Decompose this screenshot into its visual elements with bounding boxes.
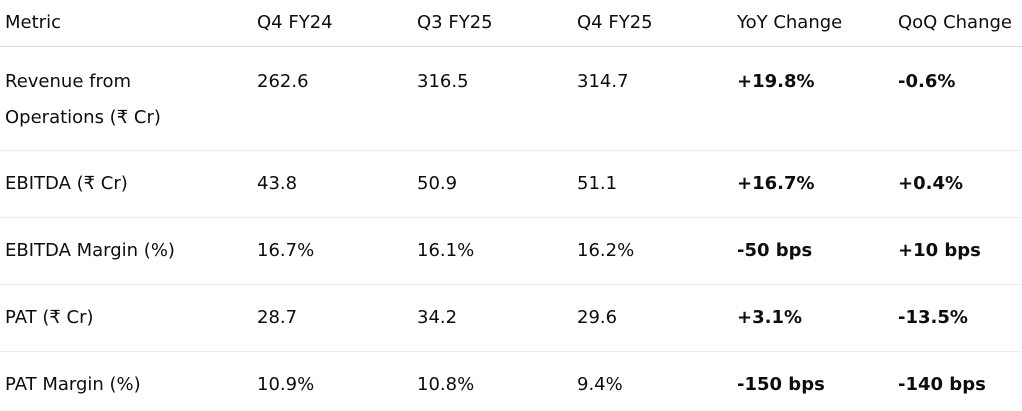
metric-cell: EBITDA (₹ Cr) — [0, 150, 252, 218]
yoy-change-cell: -150 bps — [737, 373, 825, 395]
value-cell: 10.9% — [257, 373, 315, 395]
metric-cell: EBITDA Margin (%) — [0, 217, 252, 285]
column-header-qoq-change: QoQ Change — [893, 0, 1022, 47]
value-cell: 16.7% — [252, 217, 412, 285]
yoy-change-cell: +3.1% — [732, 284, 893, 352]
column-header-q3-fy25: Q3 FY25 — [412, 0, 572, 47]
column-header-yoy-change: YoY Change — [732, 0, 893, 47]
value-cell: 28.7 — [252, 284, 412, 352]
value-cell: 16.2% — [572, 217, 732, 285]
table-row: PAT Margin (%) 10.9% 10.8% 9.4% -150 bps… — [0, 351, 1022, 411]
table-row: EBITDA (₹ Cr) 43.8 50.9 51.1 +16.7% +0.4… — [0, 150, 1022, 218]
value-cell: 316.5 — [412, 46, 572, 151]
yoy-change-cell: +16.7% — [732, 150, 893, 218]
table-row: EBITDA Margin (%) 16.7% 16.1% 16.2% -50 … — [0, 217, 1022, 285]
column-header-metric: Metric — [0, 0, 252, 47]
metric-cell: Revenue from Operations (₹ Cr) — [0, 46, 252, 151]
value-cell: 262.6 — [252, 46, 412, 151]
value-cell: 10.8% — [417, 373, 475, 395]
value-cell: 314.7 — [572, 46, 732, 151]
yoy-change-cell: -50 bps — [732, 217, 893, 285]
metric-cell: PAT (₹ Cr) — [0, 284, 252, 352]
qoq-change-cell: -140 bps — [898, 373, 986, 395]
table-header-row: Metric Q4 FY24 Q3 FY25 Q4 FY25 YoY Chang… — [0, 0, 1022, 47]
column-header-q4-fy24: Q4 FY24 — [252, 0, 412, 47]
table-row: Revenue from Operations (₹ Cr) 262.6 316… — [0, 46, 1022, 151]
metric-cell: PAT Margin (%) — [5, 373, 141, 395]
value-cell: 16.1% — [412, 217, 572, 285]
value-cell: 50.9 — [412, 150, 572, 218]
value-cell: 29.6 — [572, 284, 732, 352]
value-cell: 51.1 — [572, 150, 732, 218]
yoy-change-cell: +19.8% — [732, 46, 893, 151]
qoq-change-cell: -0.6% — [893, 46, 1022, 151]
qoq-change-cell: -13.5% — [893, 284, 1022, 352]
value-cell: 34.2 — [412, 284, 572, 352]
qoq-change-cell: +0.4% — [893, 150, 1022, 218]
table-row: PAT (₹ Cr) 28.7 34.2 29.6 +3.1% -13.5% — [0, 284, 1022, 352]
column-header-q4-fy25: Q4 FY25 — [572, 0, 732, 47]
value-cell: 9.4% — [577, 373, 623, 395]
qoq-change-cell: +10 bps — [893, 217, 1022, 285]
value-cell: 43.8 — [252, 150, 412, 218]
